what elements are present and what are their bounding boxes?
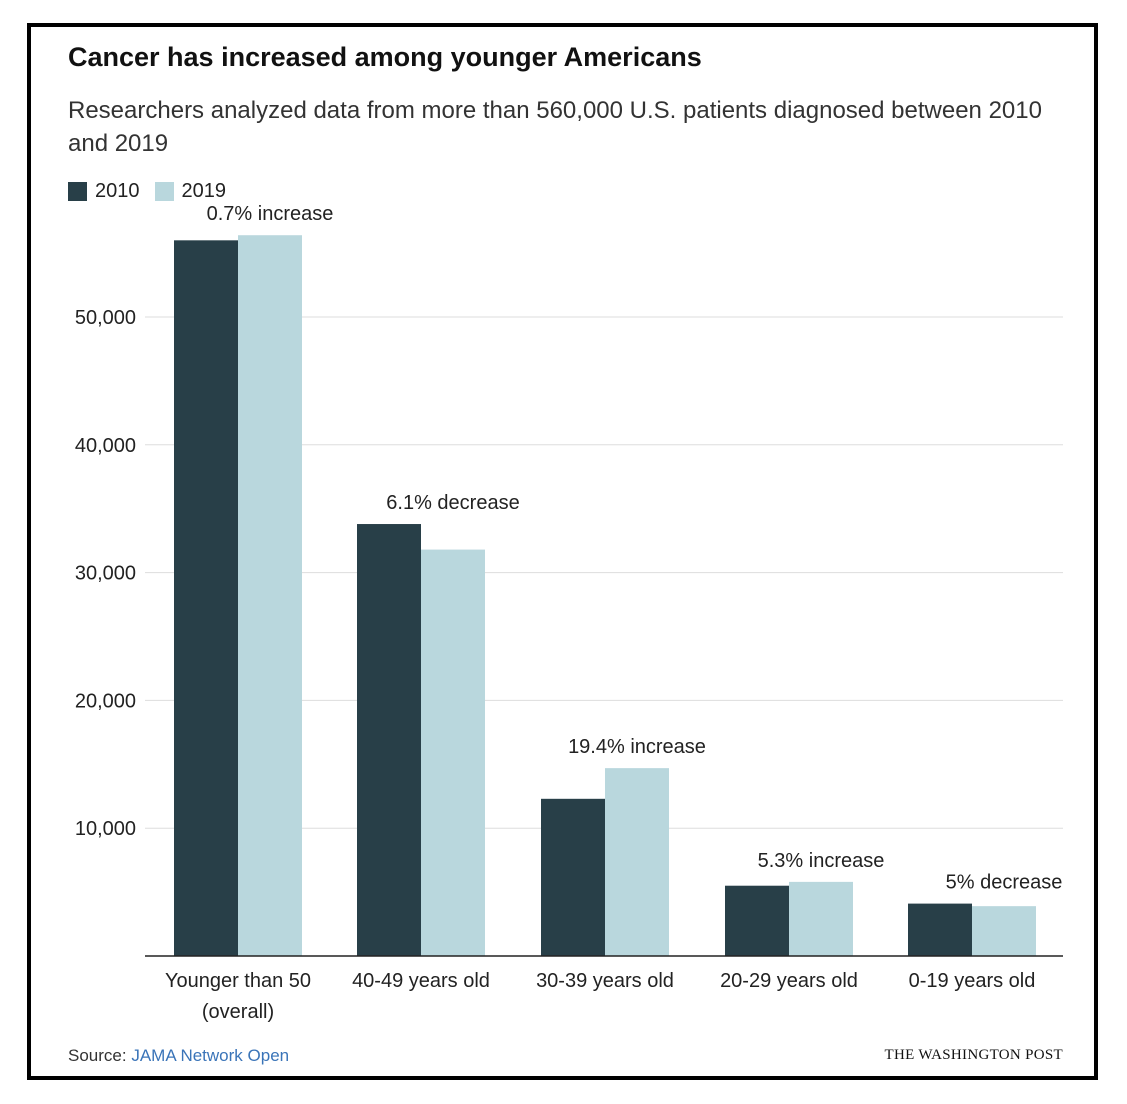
chart-subtitle: Researchers analyzed data from more than… [68, 97, 1042, 157]
bar-2010 [174, 240, 238, 956]
legend-item-2010: 2010 [68, 180, 140, 203]
annotation-label: 0.7% increase [207, 203, 334, 225]
legend-swatch-2010 [68, 182, 87, 201]
bar-2019 [238, 235, 302, 956]
bar-2010 [908, 903, 972, 956]
y-tick-label: 10,000 [75, 818, 136, 840]
y-tick-label: 50,000 [75, 307, 136, 329]
annotation-label: 5.3% increase [758, 850, 885, 872]
legend-label-2010: 2010 [95, 180, 140, 202]
y-tick-label: 30,000 [75, 563, 136, 585]
bar-chart: 10,000 20,000 30,000 40,000 50,000 Younger th… [75, 203, 1063, 1023]
x-tick-label: 40-49 years old [352, 970, 490, 992]
bar-2010 [541, 798, 605, 956]
y-tick-label: 20,000 [75, 690, 136, 712]
source-line: Source: JAMA Network Open [68, 1046, 289, 1066]
x-tick-label: 30-39 years old [536, 970, 674, 992]
annotation-label: 6.1% decrease [386, 492, 519, 514]
bar-2019 [789, 881, 853, 956]
bar-2019 [421, 549, 485, 956]
legend-label-2019: 2019 [181, 180, 227, 202]
chart-title: Cancer has increased among younger Ameri… [68, 42, 702, 72]
source-link[interactable]: JAMA Network Open [131, 1046, 290, 1065]
bar-2019 [605, 768, 669, 956]
bar-2010 [725, 885, 789, 956]
x-tick-label: 20-29 years old [720, 970, 858, 992]
legend-swatch-2019 [154, 182, 174, 201]
annotation-label: 5% decrease [946, 872, 1063, 894]
annotation-label: 19.4% increase [568, 736, 706, 758]
bar-2010 [357, 524, 421, 956]
bar-2019 [972, 906, 1036, 956]
chart-frame [27, 23, 1098, 1080]
x-tick-label: 0-19 years old [909, 970, 1036, 992]
y-tick-label: 40,000 [75, 435, 136, 457]
x-tick-label: Younger than 50 (overall) [165, 970, 311, 1023]
source-label: Source: [68, 1046, 127, 1065]
publisher-brand: THE WASHINGTON POST [884, 1047, 1063, 1063]
legend-item-2019: 2019 [154, 180, 227, 203]
legend: 2010 2019 [68, 180, 241, 203]
